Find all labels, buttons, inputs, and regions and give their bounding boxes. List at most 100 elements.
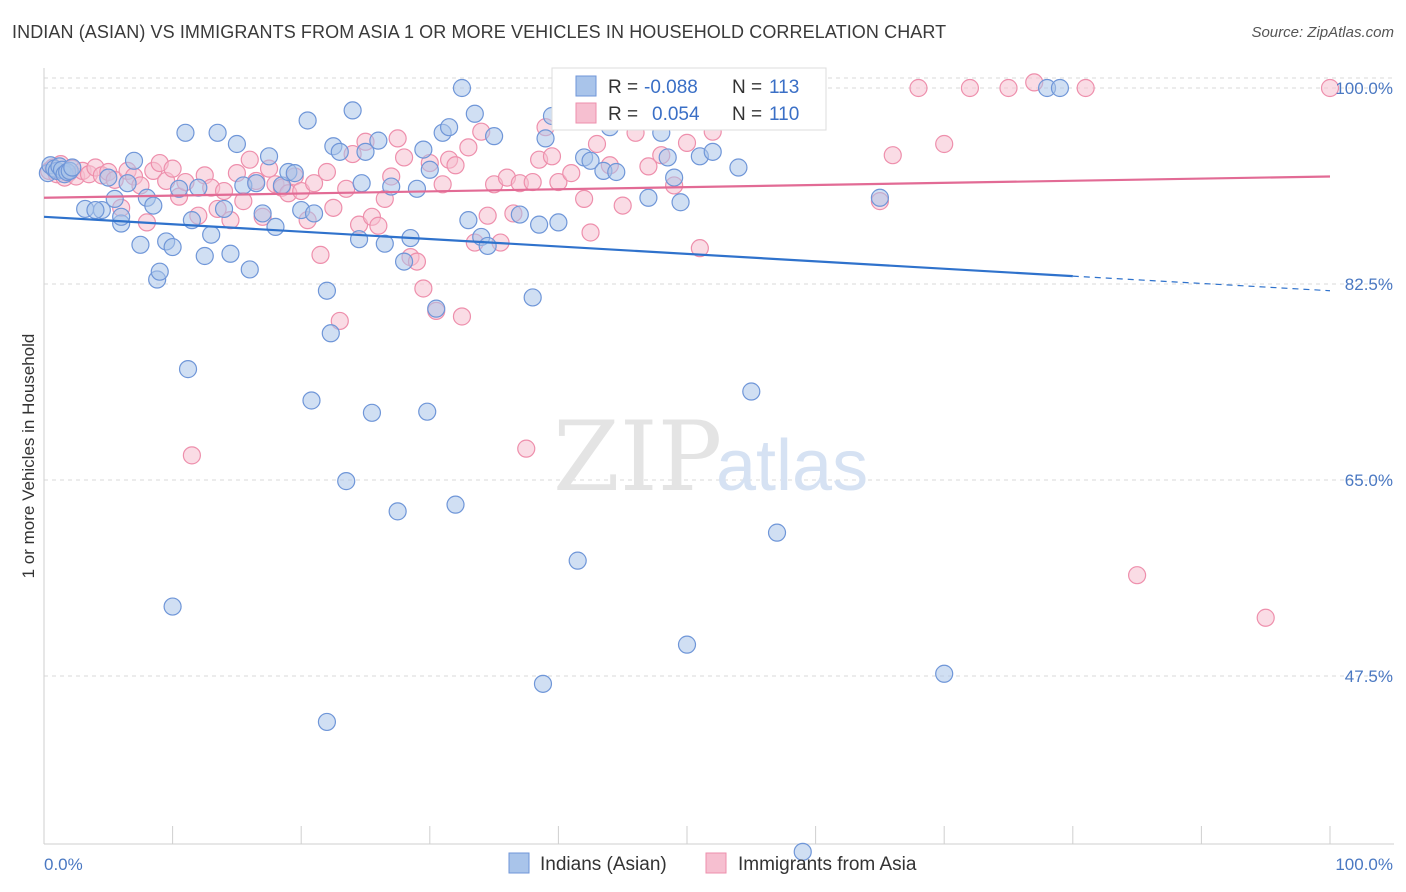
source-label: Source: ZipAtlas.com (1251, 24, 1394, 41)
scatter-point (382, 177, 401, 196)
scatter-point (124, 151, 144, 170)
legend-n-label-2: N = (732, 104, 762, 125)
scatter-point (510, 205, 529, 224)
scatter-point (575, 189, 594, 208)
y-tick-label: 47.5% (1345, 667, 1393, 686)
scatter-point (960, 78, 980, 98)
scatter-point (214, 181, 234, 201)
series-legend-label-pink: Immigrants from Asia (738, 854, 917, 875)
scatter-point (131, 235, 150, 254)
scatter-point (420, 160, 439, 179)
scatter-point (767, 523, 787, 542)
scatter-point (388, 502, 407, 521)
scatter-point (1076, 78, 1095, 98)
scatter-point (240, 260, 259, 279)
scatter-point (330, 142, 349, 161)
scatter-point (285, 164, 304, 183)
scatter-point (568, 551, 587, 570)
legend-swatch-pink (575, 102, 597, 124)
scatter-point (253, 204, 272, 223)
scatter-point (530, 215, 549, 234)
scatter-point (549, 172, 568, 192)
scatter-point (587, 134, 607, 154)
scatter-point (349, 230, 369, 249)
scatter-point (266, 217, 285, 236)
scatter-point (375, 234, 394, 253)
scatter-point (870, 188, 890, 207)
scatter-point (523, 172, 542, 192)
legend-r-label-2: R = (608, 104, 638, 125)
scatter-point (182, 446, 201, 465)
scatter-point (298, 111, 317, 130)
scatter-point (439, 118, 459, 137)
scatter-point (169, 179, 189, 198)
scatter-point (478, 206, 497, 225)
scatter-point (414, 140, 433, 159)
scatter-point (227, 134, 246, 154)
scatter-point (189, 178, 208, 197)
scatter-point (176, 123, 195, 142)
scatter-point (549, 213, 568, 232)
scatter-point (178, 360, 198, 379)
scatter-point (86, 200, 105, 220)
scatter-point (446, 495, 465, 514)
scatter-point (63, 158, 82, 177)
scatter-point (581, 151, 600, 170)
series-legend: Indians (Asian) Immigrants from Asia (508, 852, 917, 875)
scatter-point (677, 133, 697, 152)
scatter-point (118, 174, 137, 193)
y-tick-label: 82.5% (1345, 275, 1393, 294)
scatter-point (418, 402, 437, 421)
x-tick-label-min: 0.0% (44, 855, 83, 874)
watermark-atlas: atlas (716, 426, 868, 506)
scatter-point (369, 216, 388, 235)
scatter-point (658, 148, 677, 167)
scatter-point (195, 246, 214, 266)
scatter-point (407, 179, 427, 198)
y-tick-label: 65.0% (1345, 471, 1393, 490)
scatter-point (394, 252, 414, 271)
scatter-point (452, 78, 472, 98)
scatter-point (337, 472, 356, 491)
scatter-point (665, 168, 684, 187)
watermark-zip: ZIP (553, 401, 722, 513)
legend-r-value-1: -0.088 (644, 77, 698, 98)
scatter-point (202, 225, 221, 244)
scatter-point (362, 403, 382, 422)
stats-legend-box (551, 67, 827, 131)
scatter-point (446, 156, 465, 175)
scatter-point (433, 175, 452, 194)
y-axis-label: 1 or more Vehicles in Household (19, 334, 38, 579)
scatter-point (144, 196, 163, 215)
scatter-point (311, 245, 330, 264)
y-tick-label: 100.0% (1335, 79, 1393, 98)
scatter-point (459, 138, 478, 157)
legend-swatch-blue (575, 75, 597, 97)
scatter-point (639, 157, 658, 176)
scatter-point (742, 382, 761, 401)
scatter-point (304, 204, 324, 223)
scatter-point (259, 147, 279, 166)
scatter-point (1050, 78, 1070, 98)
scatter-point (317, 281, 337, 300)
scatter-point (427, 299, 446, 318)
scatter-point (324, 198, 343, 217)
scatter-point (163, 237, 182, 257)
scatter-point (703, 142, 722, 161)
scatter-point (562, 164, 581, 183)
series-legend-swatch-blue (508, 852, 530, 874)
trend-lines (43, 175, 1331, 292)
scatter-point (478, 236, 497, 256)
scatter-point (677, 635, 697, 654)
scatter-point (414, 279, 433, 298)
scatter-point (690, 239, 709, 258)
scatter-point (317, 162, 337, 182)
scatter-point (1127, 566, 1147, 585)
scatter-point (935, 134, 954, 154)
legend-r-label-1: R = (608, 77, 638, 98)
scatter-point (613, 196, 632, 215)
trend-line-indians-asian-extension (1072, 275, 1331, 292)
scatter-point (99, 168, 118, 187)
scatter-point (105, 189, 124, 208)
scatter-point (337, 179, 356, 198)
